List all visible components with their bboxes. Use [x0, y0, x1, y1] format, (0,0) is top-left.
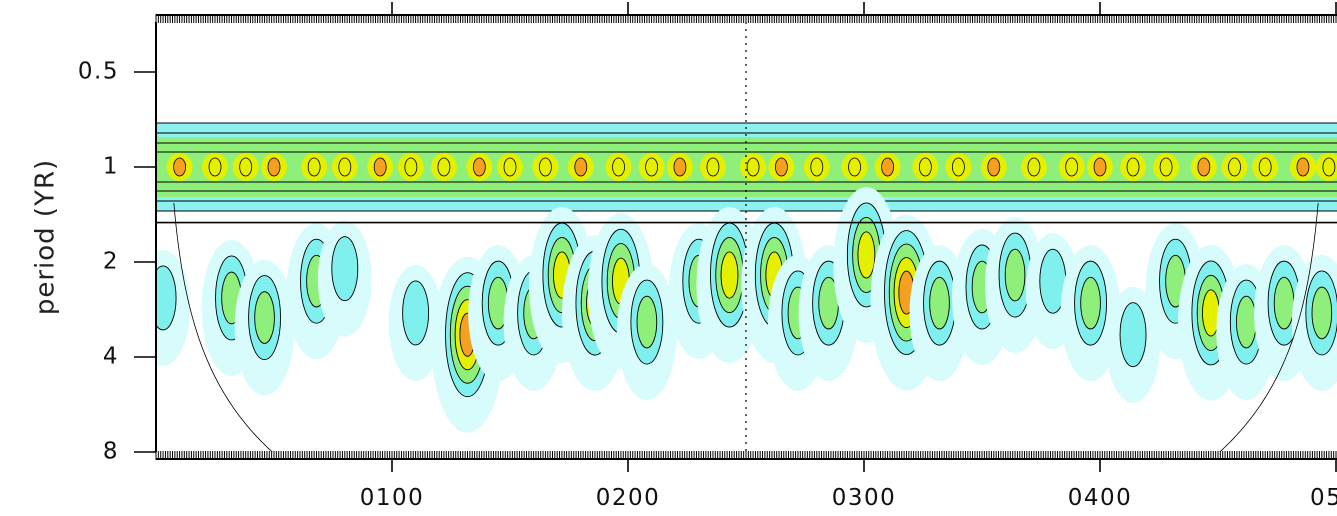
power-blob — [616, 264, 677, 401]
blob-contour-2 — [254, 291, 275, 344]
x-axis: 0100 0200 0300 0400 05 — [360, 2, 1337, 511]
blob-contour-2 — [1311, 286, 1333, 340]
y-tick-label: 8 — [103, 439, 119, 465]
band-peak-core — [645, 157, 658, 177]
band-peak-core — [848, 157, 861, 177]
band-peak-core — [775, 157, 788, 177]
band-peak-core — [1197, 157, 1211, 177]
band-peak-core — [706, 157, 720, 177]
cone-of-influence-right — [1219, 202, 1319, 452]
band-peak-core — [612, 157, 625, 177]
y-axis: 0.5 1 2 4 8 — [78, 59, 156, 465]
band-peak-core — [1296, 157, 1310, 177]
band-peak-core — [307, 157, 321, 177]
blob-contour-1 — [402, 280, 430, 346]
band-peak-core — [1258, 157, 1272, 177]
x-tick-label: 0100 — [360, 485, 425, 511]
power-blobs — [156, 186, 1337, 433]
power-blob — [156, 249, 191, 366]
blob-contour-2 — [636, 295, 658, 349]
band-peak-core — [1322, 157, 1336, 177]
band-peak-core — [173, 157, 187, 177]
blob-contour-1 — [1119, 302, 1147, 368]
bottom-ruler — [155, 451, 1337, 460]
y-tick-label: 2 — [103, 249, 119, 275]
band-peak-core — [404, 157, 418, 177]
y-axis-label: period (YR) — [31, 159, 61, 315]
band-peak-core — [673, 157, 687, 177]
band-peak-core — [810, 157, 824, 177]
band-peak-core — [918, 157, 932, 177]
x-tick-label: 0400 — [1068, 485, 1133, 511]
x-tick-label: 0200 — [596, 485, 661, 511]
top-ruler — [155, 14, 1337, 23]
y-tick-label: 4 — [103, 344, 119, 370]
band-peak-core — [373, 157, 387, 177]
plot-frame — [155, 14, 1337, 460]
band-peak-core — [208, 157, 222, 177]
band-peak-core — [267, 157, 281, 177]
band-peak-core — [1159, 157, 1173, 177]
power-blob — [234, 259, 295, 396]
y-tick-label: 0.5 — [78, 59, 119, 85]
band-peak-core — [746, 157, 760, 177]
cone-of-influence-left — [173, 202, 273, 452]
band-peak-core — [1126, 157, 1140, 177]
power-blob — [317, 220, 372, 337]
blob-contour-2 — [1004, 248, 1026, 302]
band-peak-core — [1065, 157, 1079, 177]
band-peak-core — [1228, 157, 1241, 177]
x-tick-label: 0300 — [832, 485, 897, 511]
band-peak-core — [952, 157, 965, 177]
plot-area — [156, 22, 1337, 452]
blob-contour-2 — [1273, 276, 1295, 330]
band-peak-core — [1027, 157, 1041, 177]
blob-contour-3 — [857, 231, 876, 279]
band-peak-core — [881, 157, 894, 177]
band-peak-core — [239, 157, 253, 177]
blob-contour-1 — [331, 236, 359, 302]
band-peak-core — [338, 157, 352, 177]
power-blob — [1291, 254, 1337, 391]
blob-contour-2 — [929, 276, 950, 330]
blob-contour-1 — [156, 265, 177, 331]
band-peak-core — [987, 157, 1001, 177]
band-peak-core — [472, 157, 486, 177]
power-blob — [1106, 286, 1161, 403]
band-peak-core — [539, 157, 552, 177]
band-peak-core — [574, 157, 588, 177]
x-tick-label: 05 — [1310, 485, 1337, 511]
power-blob — [1060, 245, 1121, 382]
band-peak-core — [437, 157, 451, 177]
top-ruler-ticks — [155, 14, 1337, 23]
blob-contour-3 — [720, 251, 739, 299]
band-peak-core — [503, 157, 517, 177]
blob-contour-2 — [1236, 295, 1257, 349]
y-tick-label: 1 — [103, 154, 119, 180]
band-peak-core — [1093, 157, 1107, 177]
blob-contour-2 — [1080, 276, 1101, 330]
power-blob — [388, 264, 443, 381]
bottom-ruler-ticks — [155, 451, 1337, 460]
